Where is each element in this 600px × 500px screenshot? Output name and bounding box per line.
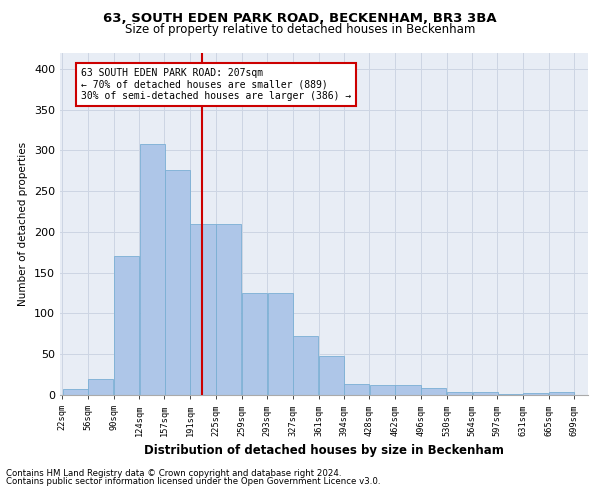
Text: 63, SOUTH EDEN PARK ROAD, BECKENHAM, BR3 3BA: 63, SOUTH EDEN PARK ROAD, BECKENHAM, BR3… <box>103 12 497 26</box>
Bar <box>62 390 88 395</box>
Bar <box>473 392 497 395</box>
Bar <box>190 224 215 395</box>
Text: Contains HM Land Registry data © Crown copyright and database right 2024.: Contains HM Land Registry data © Crown c… <box>6 468 341 477</box>
Bar <box>242 293 267 395</box>
Bar <box>114 256 139 395</box>
Bar <box>497 394 523 395</box>
Bar <box>344 384 369 395</box>
Bar <box>140 144 165 395</box>
Bar <box>447 392 472 395</box>
Bar <box>268 293 293 395</box>
Bar <box>421 388 446 395</box>
Bar <box>395 385 421 395</box>
Bar <box>370 385 395 395</box>
Bar <box>293 336 319 395</box>
Bar <box>319 356 344 395</box>
Bar <box>88 378 113 395</box>
Bar <box>523 392 548 395</box>
Text: 63 SOUTH EDEN PARK ROAD: 207sqm
← 70% of detached houses are smaller (889)
30% o: 63 SOUTH EDEN PARK ROAD: 207sqm ← 70% of… <box>81 68 352 101</box>
Bar <box>164 170 190 395</box>
Text: Size of property relative to detached houses in Beckenham: Size of property relative to detached ho… <box>125 22 475 36</box>
Y-axis label: Number of detached properties: Number of detached properties <box>19 142 28 306</box>
X-axis label: Distribution of detached houses by size in Beckenham: Distribution of detached houses by size … <box>144 444 504 457</box>
Text: Contains public sector information licensed under the Open Government Licence v3: Contains public sector information licen… <box>6 477 380 486</box>
Bar <box>549 392 574 395</box>
Bar <box>216 224 241 395</box>
